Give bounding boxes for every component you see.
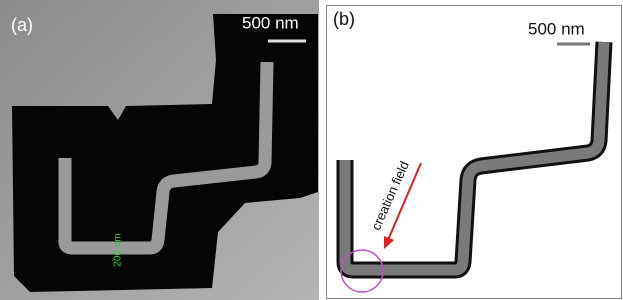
figure: (a) 500 nm 200 nm (b) 500 nm creation fi… [0, 0, 623, 300]
panel-a: (a) 500 nm 200 nm [0, 0, 319, 300]
scale-bar-label: 500 nm [242, 13, 299, 32]
panel-b: (b) 500 nm creation field [327, 6, 622, 299]
panel-label: (a) [11, 15, 33, 35]
width-annotation: 200 nm [113, 233, 124, 266]
panel-label: (b) [333, 9, 355, 29]
scale-bar-label: 500 nm [528, 19, 585, 38]
